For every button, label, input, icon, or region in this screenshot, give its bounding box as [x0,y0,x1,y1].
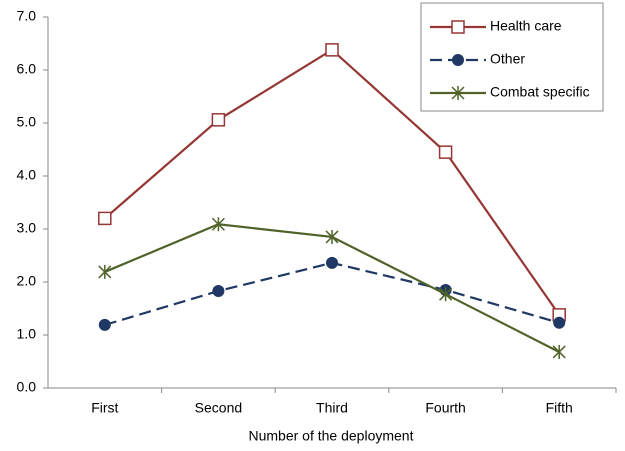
marker [98,264,112,279]
marker [211,113,226,127]
series-line [104,261,560,326]
legend: Health care Other Combat specific [420,2,604,112]
legend-label: Health care [490,18,562,34]
marker [211,217,225,232]
y-tick-label: 6.0 [17,61,37,77]
y-tick-label: 5.0 [17,114,37,130]
marker [98,318,111,331]
marker [98,211,112,226]
x-tick-label: Third [316,400,348,416]
y-tick-label: 4.0 [17,167,37,183]
x-tick-label: Fifth [546,400,573,416]
y-tick-label: 3.0 [17,220,37,236]
y-tick-label: 7.0 [17,8,37,24]
marker [438,145,453,159]
y-tick-label: 0.0 [17,379,37,395]
x-axis-label: Number of the deployment [249,428,414,444]
legend-marker [451,86,465,100]
y-tick-label: 1.0 [17,326,37,342]
marker [325,229,339,244]
legend-marker [452,54,464,66]
legend-label: Combat specific [490,84,590,100]
y-tick-label: 2.0 [17,273,37,289]
marker [325,43,339,57]
x-tick-label: Second [195,400,242,416]
marker [552,344,566,359]
marker [439,287,453,302]
legend-label: Other [490,51,525,67]
legend-marker [451,20,465,34]
marker [326,256,338,269]
x-tick-label: Fourth [425,400,465,416]
x-tick-label: First [91,400,118,416]
marker [553,316,566,329]
marker [212,285,225,298]
